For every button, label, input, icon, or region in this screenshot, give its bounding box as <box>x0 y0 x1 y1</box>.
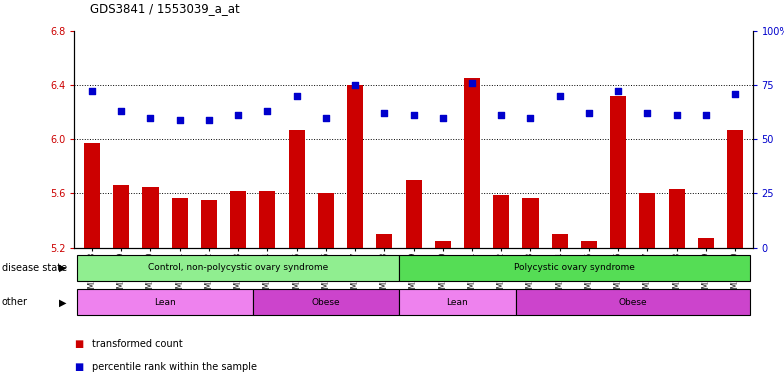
Bar <box>698 238 714 248</box>
Bar <box>581 241 597 248</box>
Point <box>378 110 390 116</box>
Bar <box>78 290 252 315</box>
Text: percentile rank within the sample: percentile rank within the sample <box>92 362 256 372</box>
Point <box>232 112 245 118</box>
Bar <box>172 197 187 248</box>
Bar <box>610 96 626 248</box>
Bar <box>399 255 750 281</box>
Point <box>144 114 157 121</box>
Text: Lean: Lean <box>447 298 468 307</box>
Bar <box>289 130 305 248</box>
Text: ▶: ▶ <box>59 297 67 308</box>
Text: Polycystic ovary syndrome: Polycystic ovary syndrome <box>514 263 635 272</box>
Point <box>524 114 537 121</box>
Bar <box>522 197 539 248</box>
Bar <box>516 290 750 315</box>
Point <box>437 114 449 121</box>
Text: transformed count: transformed count <box>92 339 183 349</box>
Text: Obese: Obese <box>311 298 340 307</box>
Bar <box>201 200 217 248</box>
Point <box>495 112 507 118</box>
Text: ■: ■ <box>74 339 84 349</box>
Point <box>290 93 303 99</box>
Point <box>466 80 478 86</box>
Bar <box>230 191 246 248</box>
Bar <box>727 130 743 248</box>
Text: Lean: Lean <box>154 298 176 307</box>
Bar <box>493 195 510 248</box>
Text: ■: ■ <box>74 362 84 372</box>
Point <box>320 114 332 121</box>
Bar <box>252 290 399 315</box>
Point <box>261 108 274 114</box>
Bar <box>318 194 334 248</box>
Bar <box>260 191 275 248</box>
Bar <box>84 143 100 248</box>
Bar <box>347 85 363 248</box>
Text: Obese: Obese <box>619 298 647 307</box>
Point <box>729 91 742 97</box>
Text: disease state: disease state <box>2 263 67 273</box>
Text: Control, non-polycystic ovary syndrome: Control, non-polycystic ovary syndrome <box>148 263 328 272</box>
Text: other: other <box>2 297 27 308</box>
Point <box>349 82 361 88</box>
Text: ▶: ▶ <box>59 263 67 273</box>
Bar <box>405 180 422 248</box>
Bar <box>113 185 129 248</box>
Bar <box>143 187 158 248</box>
Point <box>641 110 654 116</box>
Point <box>699 112 712 118</box>
Bar <box>399 290 516 315</box>
Point <box>670 112 683 118</box>
Bar <box>435 241 451 248</box>
Text: GDS3841 / 1553039_a_at: GDS3841 / 1553039_a_at <box>90 2 240 15</box>
Point <box>173 117 186 123</box>
Point <box>612 88 624 94</box>
Point <box>85 88 98 94</box>
Point <box>583 110 595 116</box>
Point <box>203 117 216 123</box>
Point <box>115 108 128 114</box>
Bar <box>640 194 655 248</box>
Bar <box>669 189 684 248</box>
Point <box>407 112 419 118</box>
Bar <box>376 234 392 248</box>
Bar <box>78 255 399 281</box>
Bar <box>464 78 480 248</box>
Point <box>554 93 566 99</box>
Bar <box>552 234 568 248</box>
